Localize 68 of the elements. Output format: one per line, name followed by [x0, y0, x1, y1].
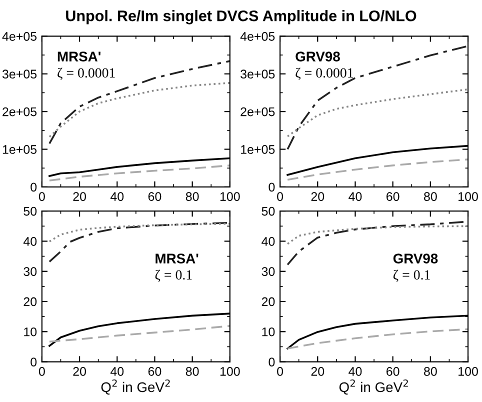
annotation: GRV98: [296, 52, 340, 62]
x-tick-label: 40: [348, 192, 362, 201]
line-series: [48, 164, 230, 182]
x-tick-label: 100: [458, 192, 478, 201]
annotation: ζ = 0.1: [155, 270, 192, 282]
x-tick-label: 60: [148, 366, 162, 376]
y-tick-label: 30: [262, 267, 275, 276]
y-tick-label: 0: [30, 182, 37, 192]
x-tick-label: 80: [424, 366, 437, 376]
x-tick-label: 80: [186, 366, 199, 376]
annotation: GRV98: [393, 254, 438, 264]
annotation: MRSA': [156, 254, 198, 264]
line-series: [286, 45, 468, 150]
y-tick-label: 3e+05: [2, 70, 37, 79]
line-series: [48, 222, 230, 263]
chart-title: Unpol. Re/Im singlet DVCS Amplitude in LO/NLO: [66, 10, 416, 24]
y-tick-label: 10: [24, 327, 37, 336]
x-tick-label: 100: [458, 366, 478, 376]
x-tick-label: 0: [38, 366, 45, 376]
annotation: ζ = 0.0001: [296, 68, 353, 80]
x-tick-label: 20: [311, 192, 324, 201]
y-tick-label: 0: [268, 358, 275, 366]
x-tick-label: 40: [348, 366, 362, 376]
y-tick-label: 0: [268, 182, 275, 192]
y-tick-label: 4e+05: [240, 32, 275, 41]
y-tick-label: 20: [24, 297, 37, 306]
annotation: ζ = 0.1: [393, 270, 430, 282]
x-tick-label: 40: [110, 366, 124, 376]
x-tick-label: 40: [110, 192, 124, 201]
y-tick-label: 40: [262, 237, 275, 246]
line-series: [48, 222, 230, 242]
line-series: [286, 88, 468, 138]
annotation: MRSA': [58, 52, 100, 62]
x-tick-label: 0: [277, 192, 284, 201]
y-tick-label: 10: [262, 327, 275, 336]
x-tick-label: 100: [220, 366, 240, 376]
x-axis-title: Q$^{2}$ in GeV$^{2}$: [339, 379, 408, 395]
x-tick-label: 0: [38, 192, 45, 201]
line-series: [48, 325, 230, 343]
x-tick-label: 20: [73, 192, 86, 201]
x-tick-label: 80: [424, 192, 437, 201]
line-series: [48, 60, 230, 144]
y-tick-label: 1e+05: [241, 145, 275, 154]
y-tick-label: 4e+05: [2, 32, 37, 41]
x-tick-label: 0: [277, 366, 284, 376]
y-tick-label: 30: [24, 267, 37, 276]
y-tick-label: 3e+05: [240, 70, 275, 79]
x-tick-label: 20: [73, 366, 86, 376]
y-tick-label: 20: [262, 297, 275, 306]
y-tick-label: 50: [262, 206, 275, 216]
line-series: [286, 328, 468, 350]
x-tick-label: 100: [220, 192, 240, 201]
x-tick-label: 60: [386, 366, 400, 376]
x-axis-title: Q$^{2}$ in GeV$^{2}$: [101, 379, 170, 395]
x-tick-label: 20: [311, 366, 324, 376]
line-series: [286, 225, 468, 245]
x-tick-label: 80: [186, 192, 199, 201]
line-series: [286, 158, 468, 181]
x-tick-label: 60: [148, 192, 162, 201]
annotation: ζ = 0.0001: [58, 68, 115, 80]
y-tick-label: 1e+05: [2, 145, 37, 154]
y-tick-label: 2e+05: [240, 107, 275, 116]
x-tick-label: 60: [386, 192, 400, 201]
y-tick-label: 2e+05: [2, 107, 37, 116]
y-tick-label: 0: [30, 358, 37, 366]
line-series: [48, 82, 230, 138]
y-tick-label: 40: [23, 237, 37, 246]
y-tick-label: 50: [24, 206, 37, 216]
